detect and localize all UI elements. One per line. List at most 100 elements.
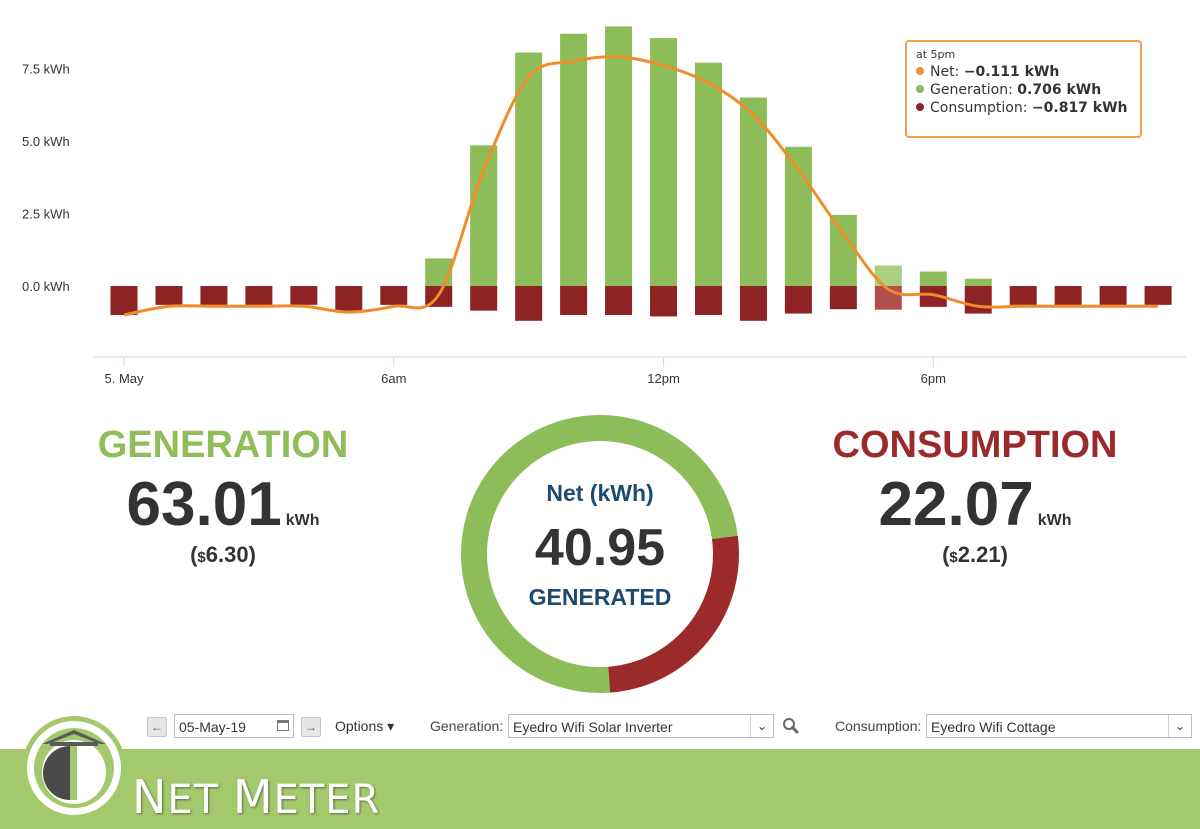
net-status: GENERATED — [528, 584, 672, 610]
brand-title: NET METER — [132, 770, 380, 824]
generation-money-prefix: ( — [190, 542, 198, 567]
generation-bar — [650, 38, 678, 286]
consumption-bar — [335, 286, 363, 313]
consumption-bar — [964, 286, 992, 314]
generation-value: 63.01 — [126, 470, 282, 539]
y-tick-label: 7.5 kWh — [22, 62, 70, 77]
consumption-bar — [919, 286, 947, 307]
generation-bar — [694, 62, 722, 287]
generation-bar — [874, 265, 902, 286]
magnifier-icon — [783, 718, 799, 734]
consumption-bar — [1144, 286, 1172, 305]
consumption-bar — [110, 286, 138, 315]
energy-chart: 7.5 kWh 5.0 kWh 2.5 kWh 0.0 kWh 5. May 6am 12p… — [22, 26, 1186, 386]
brand-rest-et: ET — [167, 777, 220, 823]
generation-title: GENERATION — [97, 424, 349, 466]
brand-initial-m: M — [232, 770, 274, 824]
consumption-bar — [829, 286, 857, 310]
arrow-left-icon: ← — [151, 720, 163, 734]
tooltip-generation-value: 0.706 kWh — [1017, 82, 1102, 98]
tooltip-net-label: Net: — [930, 64, 960, 80]
generation-dot-icon — [916, 85, 924, 93]
generation-money: 6.30) — [205, 542, 256, 567]
generation-select-label: Generation: — [430, 718, 504, 734]
brand-initial-n: N — [132, 770, 168, 824]
tooltip-row-consumption: Consumption: −0.817 kWh — [916, 99, 1140, 117]
tooltip-consumption-value: −0.817 kWh — [1031, 100, 1128, 116]
consumption-bar — [650, 286, 678, 317]
tooltip-row-net: Net: −0.111 kWh — [916, 63, 1140, 81]
consumption-bar — [694, 286, 722, 315]
brand-rest-eter: ETER — [273, 777, 381, 823]
calendar-icon[interactable] — [277, 720, 289, 731]
consumption-select-label: Consumption: — [835, 718, 922, 734]
net-value: 40.95 — [534, 519, 666, 577]
generation-bar — [425, 258, 453, 286]
prev-day-button[interactable]: ← — [147, 717, 167, 737]
consumption-bar — [470, 286, 498, 311]
generation-currency: $ — [197, 549, 206, 566]
search-button[interactable] — [782, 714, 800, 738]
arrow-right-icon: → — [305, 720, 317, 734]
date-value: 05-May-19 — [179, 719, 246, 735]
consumption-bar — [784, 286, 812, 314]
options-menu[interactable]: Options ▾ — [335, 718, 395, 734]
consumption-value: 22.07 — [878, 470, 1034, 539]
next-day-button[interactable]: → — [301, 717, 321, 737]
generation-summary: GENERATION 63.01 kWh ($6.30) — [43, 424, 403, 568]
generation-select-value: Eyedro Wifi Solar Inverter — [513, 719, 673, 735]
generation-cost: ($6.30) — [43, 542, 403, 568]
footer-banner — [0, 749, 1200, 829]
y-tick-label: 5.0 kWh — [22, 134, 70, 149]
tooltip-consumption-label: Consumption: — [930, 100, 1028, 116]
generation-select[interactable]: Eyedro Wifi Solar Inverter ⌄ — [508, 714, 774, 738]
chevron-down-icon: ⌄ — [750, 715, 773, 737]
consumption-select[interactable]: Eyedro Wifi Cottage ⌄ — [926, 714, 1192, 738]
generation-unit: kWh — [285, 512, 320, 529]
consumption-bar — [200, 286, 228, 305]
donut-consumption-segment — [607, 535, 739, 693]
generation-bar — [739, 97, 767, 286]
consumption-cost: ($2.21) — [795, 542, 1155, 568]
consumption-currency: $ — [949, 549, 958, 566]
chart-tooltip: at 5pm Net: −0.111 kWh Generation: 0.706… — [905, 40, 1142, 138]
generation-bar — [605, 26, 633, 286]
consumption-bar — [1054, 286, 1082, 305]
consumption-unit: kWh — [1037, 512, 1072, 529]
x-tick-label: 6pm — [921, 371, 946, 386]
x-tick-label: 6am — [381, 371, 406, 386]
x-tick-label: 12pm — [647, 371, 680, 386]
generation-bar — [964, 278, 992, 286]
generation-bar — [919, 271, 947, 286]
consumption-bar — [380, 286, 408, 305]
generation-total: 63.01 kWh — [43, 469, 403, 540]
consumption-bar — [245, 286, 273, 305]
consumption-bar — [515, 286, 543, 321]
consumption-select-value: Eyedro Wifi Cottage — [931, 719, 1056, 735]
consumption-bar — [290, 286, 318, 305]
consumption-bar — [1099, 286, 1127, 305]
consumption-bar — [1009, 286, 1037, 305]
tooltip-header: at 5pm — [916, 48, 956, 61]
generation-bar — [515, 52, 543, 286]
consumption-bar — [605, 286, 633, 315]
net-label: Net (kWh) — [546, 480, 654, 506]
tooltip-net-value: −0.111 kWh — [963, 64, 1060, 80]
date-toolbar: ← 05-May-19 → Options ▾ Generation: Eyed… — [0, 706, 1200, 746]
x-tick-label: 5. May — [104, 371, 144, 386]
consumption-money: 2.21) — [957, 542, 1008, 567]
chevron-down-icon: ⌄ — [1168, 715, 1191, 737]
donut-generation-segment — [461, 415, 738, 693]
consumption-summary: CONSUMPTION 22.07 kWh ($2.21) — [795, 424, 1155, 568]
footer-divider — [0, 746, 1200, 749]
y-tick-label: 2.5 kWh — [22, 207, 70, 222]
consumption-bar — [560, 286, 588, 315]
tooltip-generation-label: Generation: — [930, 82, 1013, 98]
net-donut: Net (kWh) 40.95 GENERATED — [460, 414, 740, 694]
date-input[interactable]: 05-May-19 — [174, 714, 294, 738]
consumption-bar — [739, 286, 767, 321]
generation-bar — [560, 33, 588, 287]
consumption-bar — [155, 286, 183, 305]
consumption-title: CONSUMPTION — [832, 424, 1118, 466]
net-line — [123, 55, 1159, 317]
